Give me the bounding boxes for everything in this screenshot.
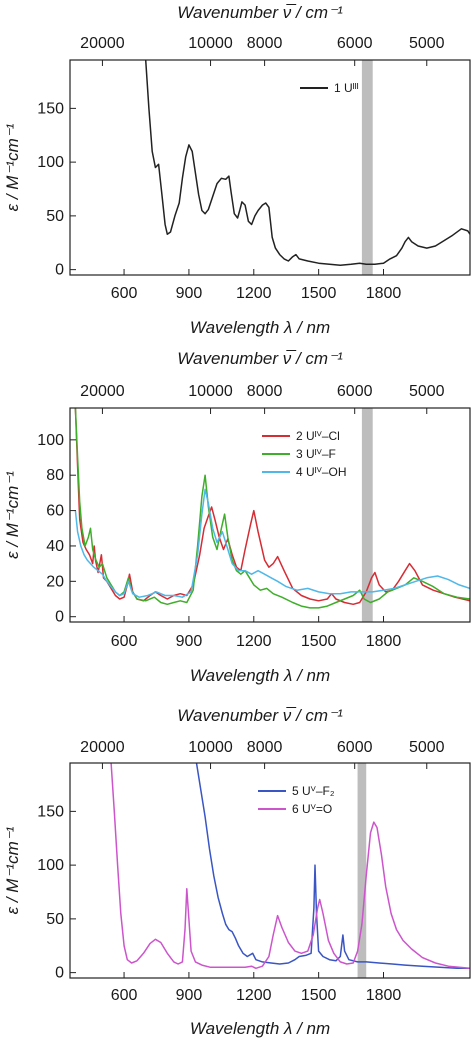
legend-label: 4 Uᴵⱽ–OH [296, 465, 347, 479]
top-tick-label: 20000 [80, 383, 125, 400]
plot-frame [69, 407, 471, 623]
x-tick-label: 900 [176, 285, 203, 302]
plot-frame [69, 59, 471, 276]
x-axis-title: Wavelength λ / nm [190, 318, 330, 337]
legend-label: 6 Uⱽ=O [292, 802, 332, 816]
gap-band [361, 408, 373, 622]
series-line-1 [195, 763, 470, 970]
y-tick-label: 150 [37, 100, 64, 117]
x-tick-label: 900 [176, 987, 203, 1004]
top-tick-label: 5000 [409, 35, 445, 52]
top-tick-label: 10000 [188, 383, 233, 400]
x-axis-title: Wavelength λ / nm [190, 666, 330, 685]
gap-band [361, 60, 373, 275]
top-tick-label: 8000 [247, 739, 283, 756]
y-tick-label: 0 [55, 965, 64, 982]
series-line-1 [74, 408, 470, 606]
series-line-2 [110, 763, 470, 970]
y-axis-title: ε / M⁻¹cm⁻¹ [3, 123, 22, 211]
y-tick-label: 0 [55, 262, 64, 279]
top-tick-label: 6000 [337, 739, 373, 756]
legend-label: 1 Uᴵᴵᴵ [334, 81, 359, 95]
x-tick-label: 600 [111, 633, 138, 650]
y-tick-label: 50 [46, 208, 64, 225]
x-tick-label: 900 [176, 633, 203, 650]
legend-label: 3 Uᴵⱽ–F [296, 447, 336, 461]
y-tick-label: 100 [37, 432, 64, 449]
x-tick-label: 600 [111, 285, 138, 302]
legend: 1 Uᴵᴵᴵ [300, 81, 359, 95]
top-tick-label: 6000 [337, 35, 373, 52]
y-tick-label: 80 [46, 467, 64, 484]
x-tick-label: 1200 [236, 633, 272, 650]
top-tick-label: 5000 [409, 383, 445, 400]
x-tick-label: 600 [111, 987, 138, 1004]
y-axis-title: ε / M⁻¹cm⁻¹ [3, 826, 22, 914]
legend: 5 Uⱽ–F₂ 6 Uⱽ=O [258, 784, 335, 816]
top-tick-label: 10000 [188, 739, 233, 756]
y-tick-label: 60 [46, 503, 64, 520]
x-tick-label: 1800 [366, 987, 402, 1004]
top-tick-label: 20000 [80, 35, 125, 52]
x-tick-label: 1200 [236, 987, 272, 1004]
top-tick-label: 5000 [409, 739, 445, 756]
gap-band [357, 763, 367, 978]
y-tick-label: 100 [37, 857, 64, 874]
x-tick-label: 1800 [366, 285, 402, 302]
top-tick-label: 20000 [80, 739, 125, 756]
series-line-3 [74, 488, 470, 598]
top-tick-label: 8000 [247, 383, 283, 400]
legend-label: 2 Uᴵⱽ–Cl [296, 429, 340, 443]
x-tick-label: 1500 [301, 987, 337, 1004]
y-tick-label: 150 [37, 803, 64, 820]
plot-frame [69, 762, 471, 979]
top-axis-title: Wavenumber ν̅ / cm⁻¹ [177, 3, 343, 22]
y-axis-title: ε / M⁻¹cm⁻¹ [3, 471, 22, 559]
x-tick-label: 1200 [236, 285, 272, 302]
series-line-2 [74, 408, 470, 609]
legend-label: 5 Uⱽ–F₂ [292, 784, 335, 798]
y-tick-label: 40 [46, 538, 64, 555]
top-tick-label: 6000 [337, 383, 373, 400]
y-tick-label: 0 [55, 609, 64, 626]
x-tick-label: 1800 [366, 633, 402, 650]
y-tick-label: 100 [37, 154, 64, 171]
x-tick-label: 1500 [301, 285, 337, 302]
x-tick-label: 1500 [301, 633, 337, 650]
top-tick-label: 8000 [247, 35, 283, 52]
legend: 2 Uᴵⱽ–Cl 3 Uᴵⱽ–F 4 Uᴵⱽ–OH [262, 429, 347, 479]
top-axis-title: Wavenumber ν̅ / cm⁻¹ [177, 706, 343, 725]
y-tick-label: 50 [46, 911, 64, 928]
x-axis-title: Wavelength λ / nm [190, 1019, 330, 1038]
series-line-1 [144, 60, 470, 267]
top-axis-title: Wavenumber ν̅ / cm⁻¹ [177, 349, 343, 368]
y-tick-label: 20 [46, 573, 64, 590]
top-tick-label: 10000 [188, 35, 233, 52]
